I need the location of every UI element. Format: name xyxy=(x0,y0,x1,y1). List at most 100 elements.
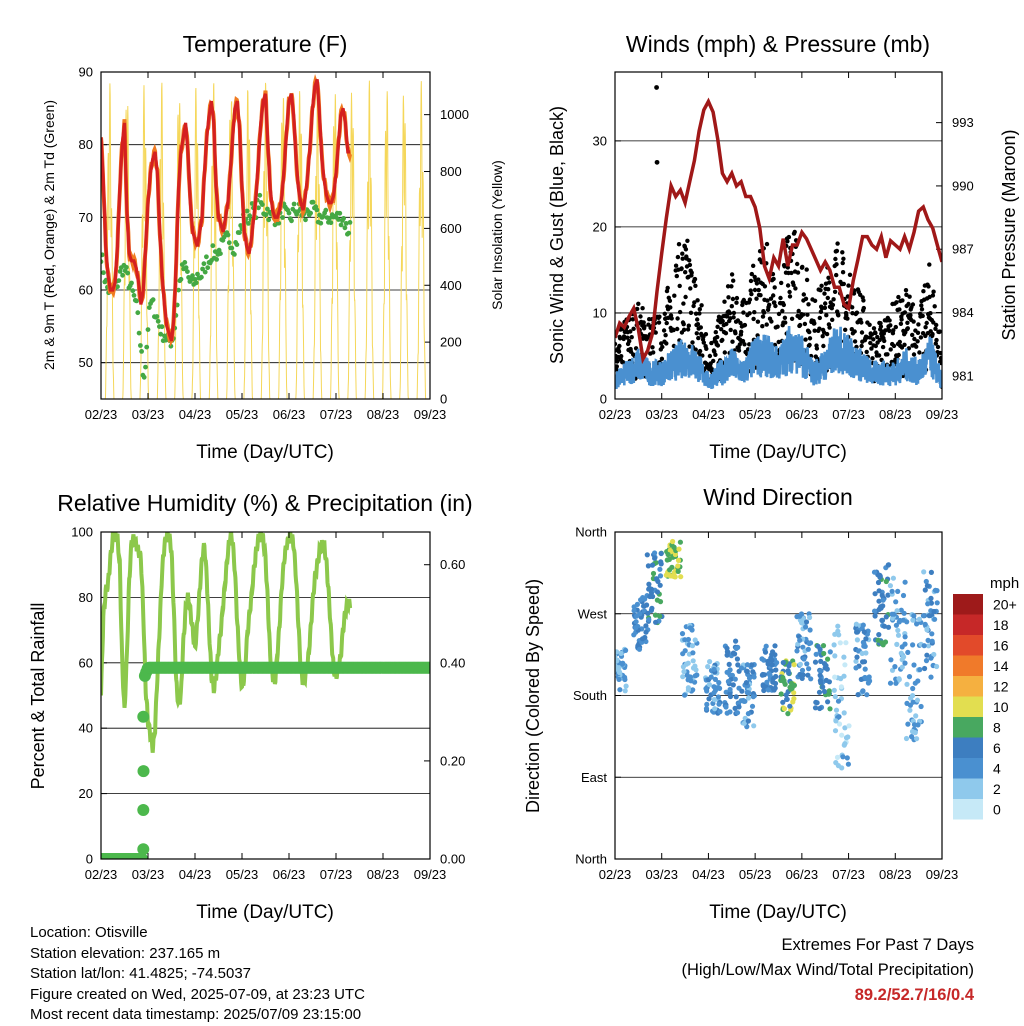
direction-point xyxy=(826,691,832,697)
dewpoint-point xyxy=(337,210,343,216)
gust-point xyxy=(804,277,810,283)
direction-point xyxy=(872,591,878,597)
winds-plot-area: 0 10 20 30 981 984 987 990 993 02/23 03/23 04/23 05/… xyxy=(593,71,974,422)
legend-label: 2 xyxy=(993,781,1001,797)
gust-point xyxy=(861,305,866,311)
gust-point xyxy=(789,270,794,276)
direction-point xyxy=(690,658,696,664)
humidity-title: Relative Humidity (%) & Precipitation (i… xyxy=(57,490,472,516)
gust-point xyxy=(768,296,774,301)
x-tick-label: 02/23 xyxy=(85,867,118,882)
direction-point xyxy=(839,732,845,738)
gust-point xyxy=(720,337,725,343)
gust-point xyxy=(754,296,759,301)
dewpoint-point xyxy=(349,0,354,2)
direction-point xyxy=(681,669,687,675)
direction-point xyxy=(658,550,664,557)
dewpoint-point xyxy=(129,280,134,286)
gust-point xyxy=(910,332,915,338)
gust-point xyxy=(764,241,770,247)
dewpoint-point xyxy=(428,0,433,2)
gust-point xyxy=(888,323,893,328)
dewpoint-point xyxy=(354,0,359,2)
direction-point xyxy=(706,682,713,688)
gust-point xyxy=(616,349,622,354)
gust-point xyxy=(924,320,929,326)
gust-point xyxy=(686,323,691,328)
legend-label: 20+ xyxy=(993,596,1017,612)
gust-point xyxy=(871,337,876,342)
direction-point xyxy=(894,608,900,614)
direction-point xyxy=(925,643,932,649)
gust-point xyxy=(694,331,699,336)
gust-point xyxy=(778,295,783,301)
direction-point xyxy=(832,694,838,700)
gust-point xyxy=(681,327,687,332)
x-tick-label: 07/23 xyxy=(320,867,353,882)
direction-point xyxy=(679,631,686,637)
y-tick-label: 100 xyxy=(71,525,93,540)
direction-point xyxy=(834,754,841,761)
gust-point xyxy=(651,350,656,355)
gust-point xyxy=(873,343,878,349)
legend-swatch xyxy=(953,758,983,779)
dewpoint-point xyxy=(136,330,142,336)
direction-point xyxy=(687,625,693,631)
direction-point xyxy=(644,552,650,558)
direction-point xyxy=(805,646,811,652)
gust-point xyxy=(689,270,694,275)
x-tick-label: 05/23 xyxy=(739,867,772,882)
winds-ylabel: Sonic Wind & Gust (Blue, Black) xyxy=(547,106,567,364)
dewpoint-point xyxy=(115,284,120,290)
gust-point xyxy=(827,325,832,330)
direction-point xyxy=(675,568,681,575)
gust-point xyxy=(688,286,693,291)
direction-point xyxy=(881,623,888,629)
dewpoint-point xyxy=(205,265,211,271)
direction-point xyxy=(704,701,710,708)
station-info: Location: Otisville Station elevation: 2… xyxy=(30,923,365,1026)
dewpoint-point xyxy=(379,0,384,2)
gust-point xyxy=(827,280,832,285)
gust-point xyxy=(691,303,696,309)
direction-point xyxy=(910,693,916,699)
legend-swatch xyxy=(953,594,983,615)
gust-point xyxy=(731,315,736,320)
gust-point xyxy=(729,304,734,309)
gust-point xyxy=(703,332,709,337)
x-tick-label: 03/23 xyxy=(132,407,165,422)
gust-point xyxy=(719,327,724,332)
gust-point xyxy=(760,314,766,319)
y2-tick-label: 0.40 xyxy=(440,655,465,670)
gust-point xyxy=(832,289,838,294)
dewpoint-point xyxy=(369,0,374,2)
dewpoint-point xyxy=(195,271,200,277)
gust-point xyxy=(738,320,743,326)
gust-point xyxy=(859,343,864,349)
direction-point xyxy=(934,588,940,594)
dewpoint-point xyxy=(357,0,362,2)
gust-point xyxy=(821,343,826,349)
x-tick-label: 03/23 xyxy=(132,867,165,882)
gust-point xyxy=(830,317,835,322)
direction-point xyxy=(745,695,752,701)
gust-point xyxy=(864,349,869,355)
direction-point xyxy=(915,722,921,728)
gust-point xyxy=(630,317,635,322)
extremes-box: Extremes For Past 7 Days (High/Low/Max W… xyxy=(681,933,974,1008)
gust-point xyxy=(896,352,901,358)
direction-point xyxy=(835,763,842,769)
humidity-xlabel: Time (Day/UTC) xyxy=(196,902,334,923)
direction-point xyxy=(643,629,649,635)
direction-point xyxy=(778,691,784,697)
direction-point xyxy=(787,703,793,709)
direction-point xyxy=(922,587,928,593)
gust-point xyxy=(800,264,805,270)
gust-point xyxy=(742,342,747,347)
direction-point xyxy=(741,698,747,704)
gust-point xyxy=(802,321,808,327)
dewpoint-point xyxy=(342,225,348,231)
gust-point xyxy=(663,333,668,338)
legend-swatch xyxy=(953,614,983,635)
direction-point xyxy=(657,566,663,572)
